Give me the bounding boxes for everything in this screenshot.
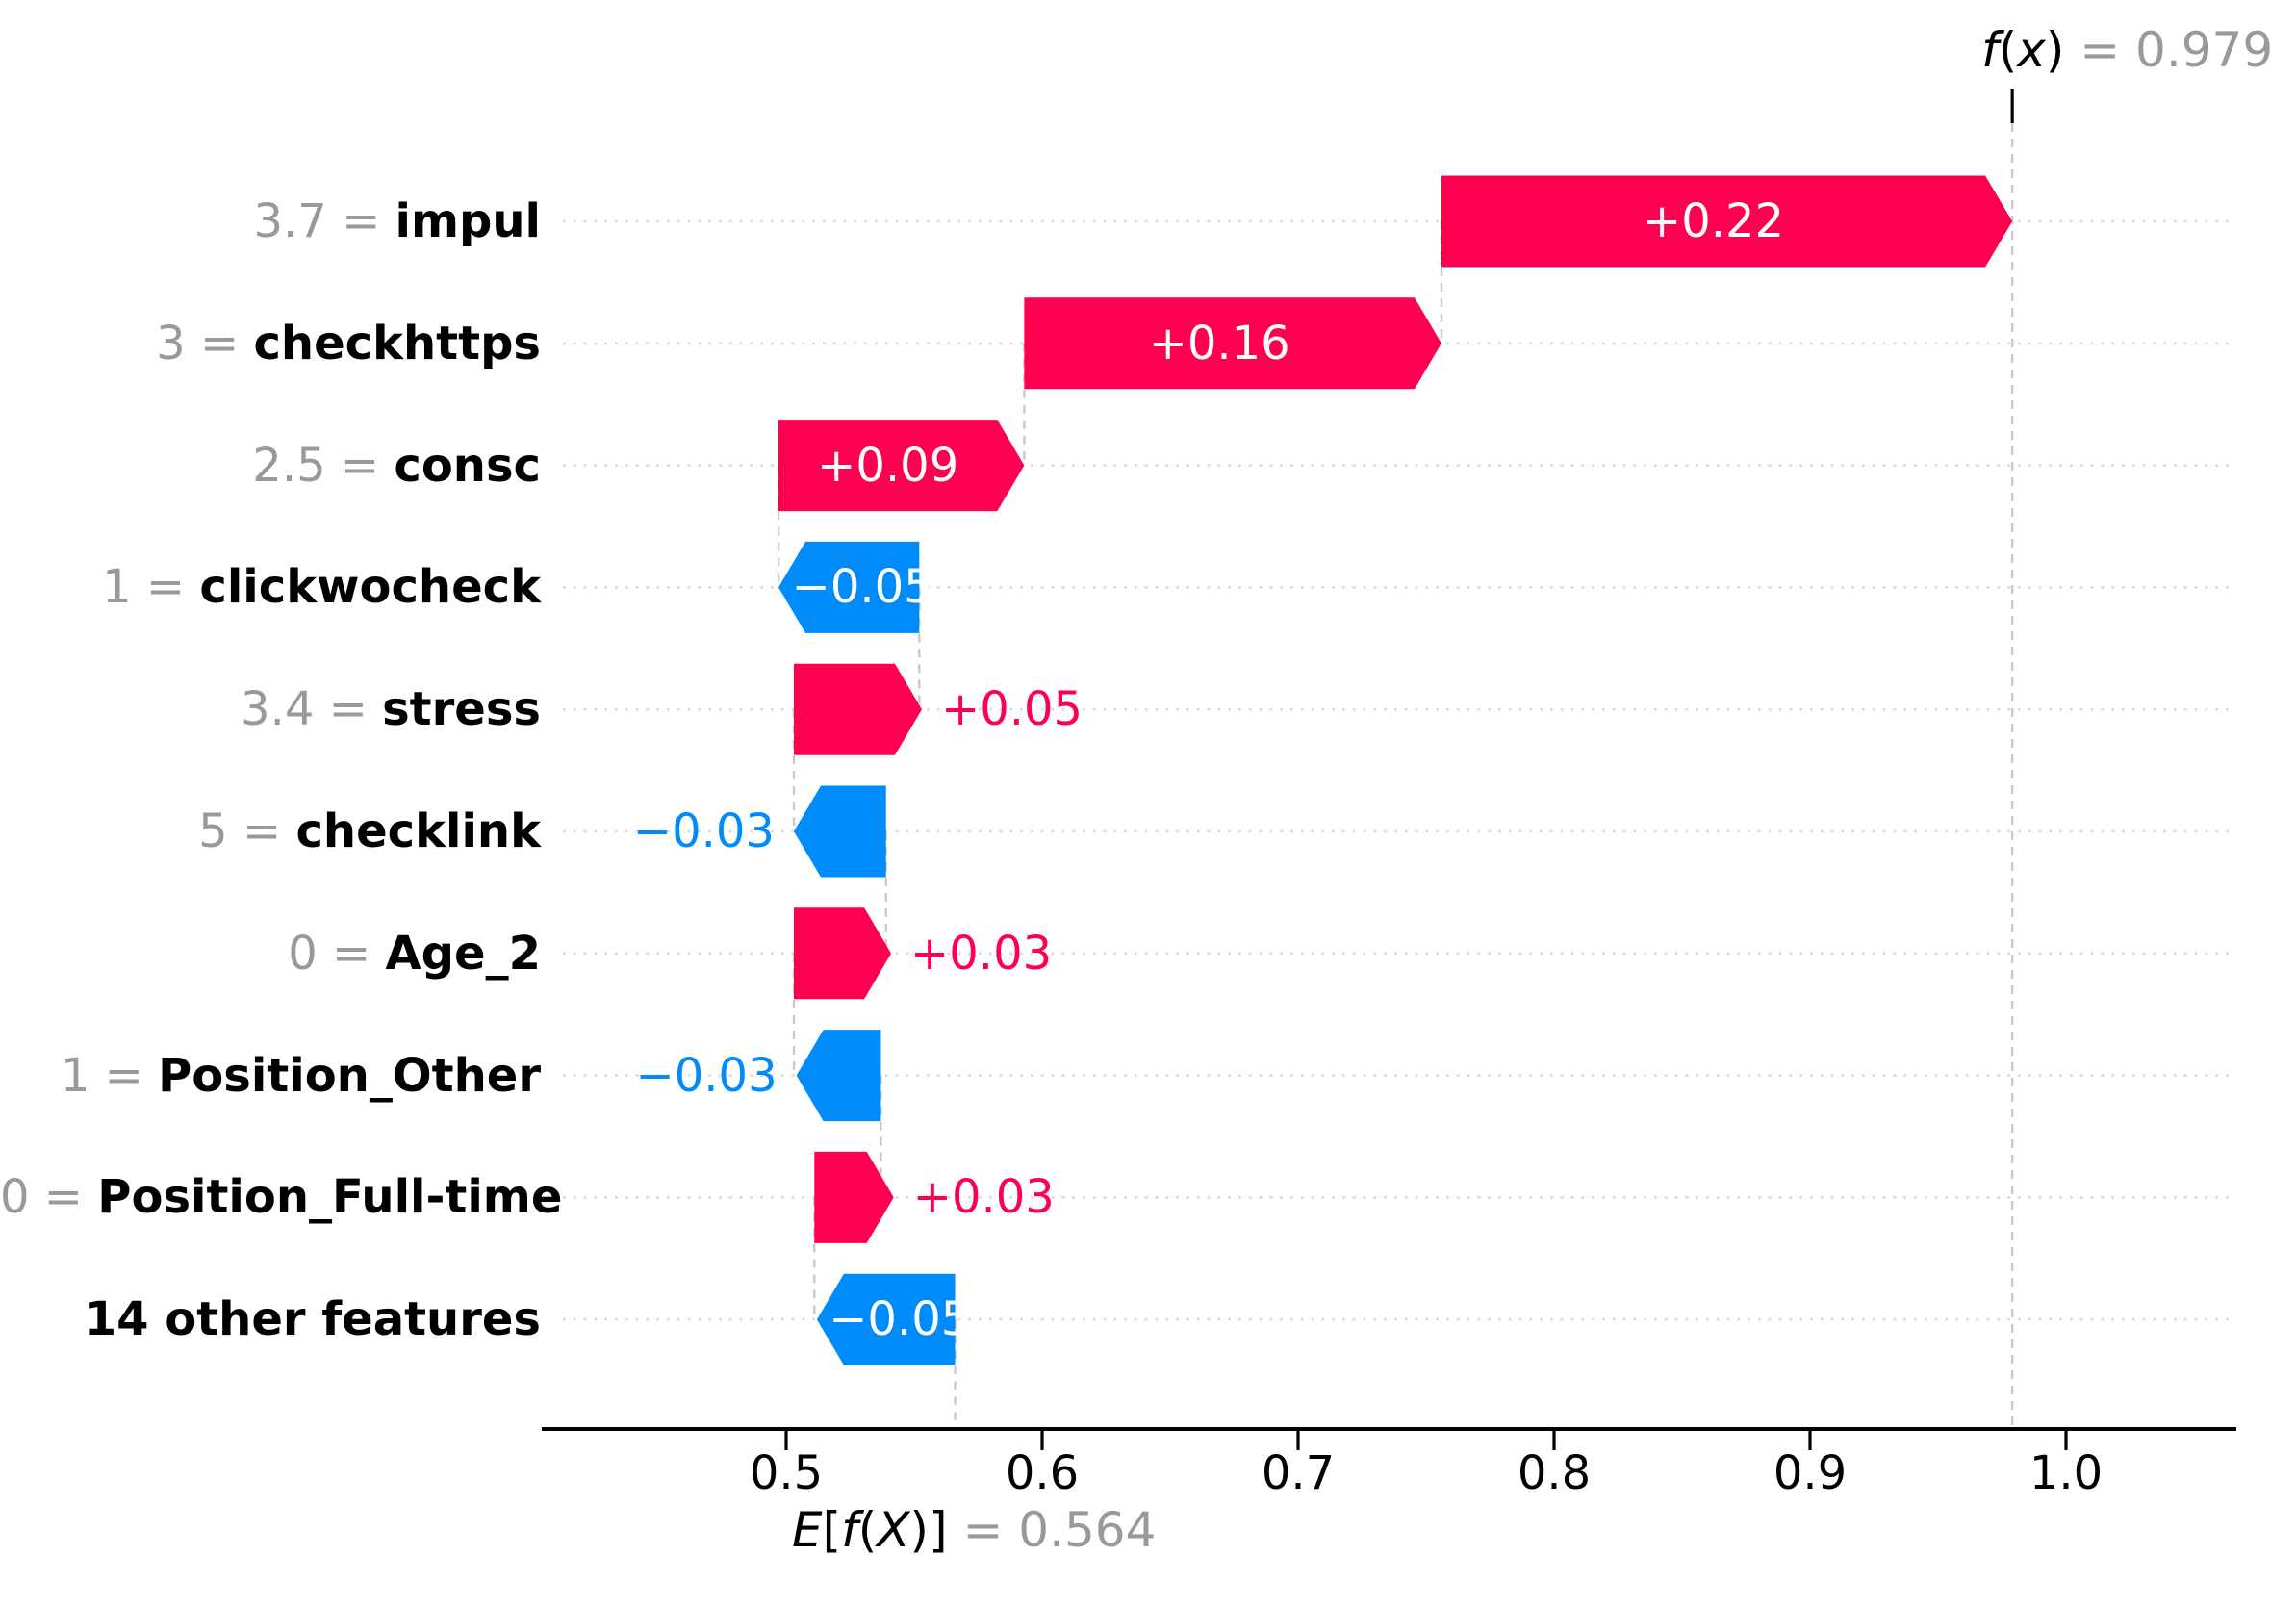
waterfall-bar (793, 663, 922, 755)
waterfall-bar (778, 420, 1025, 512)
waterfall-bar (796, 1030, 881, 1122)
waterfall-bar (816, 1273, 956, 1365)
waterfall-bar (793, 907, 892, 1000)
waterfall-bar (1441, 175, 2013, 268)
waterfall-bar (793, 785, 886, 878)
waterfall-bar (814, 1151, 894, 1243)
waterfall-bar (778, 541, 920, 633)
waterfall-bar (1024, 297, 1441, 390)
